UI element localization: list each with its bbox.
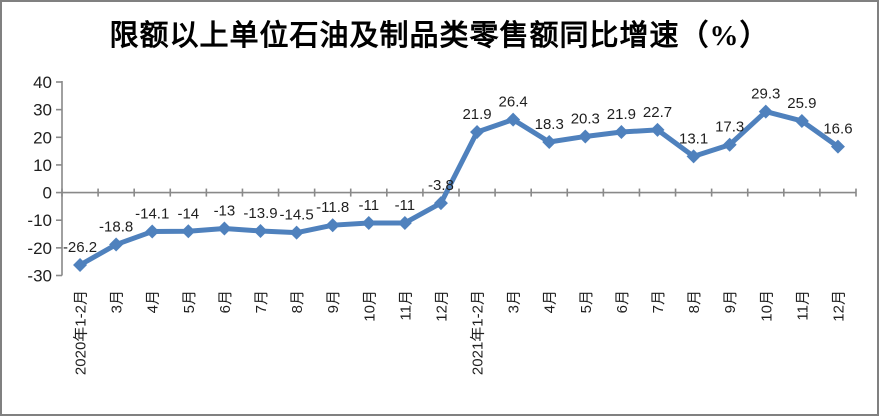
y-tick-label: -30 [27, 267, 52, 286]
x-tick-label: 4月 [542, 290, 559, 313]
axes [56, 81, 857, 277]
x-tick-label: 6月 [217, 290, 234, 313]
x-tick-label: 3月 [506, 290, 523, 313]
data-point-marker [758, 104, 773, 119]
data-point-marker [650, 122, 665, 137]
data-label: 25.9 [787, 95, 816, 112]
x-tick-label: 8月 [289, 290, 306, 313]
data-point-marker [542, 134, 557, 149]
data-point-marker [830, 139, 845, 154]
data-label: -11 [358, 197, 379, 214]
data-point-marker [397, 215, 412, 230]
x-tick-label: 2021年1-2月 [470, 290, 487, 375]
y-tick-label: 40 [33, 73, 52, 92]
series-markers [73, 104, 845, 272]
data-point-marker [614, 125, 629, 140]
x-tick-label: 11月 [794, 290, 811, 321]
data-point-marker [73, 257, 88, 272]
data-label: 17.3 [715, 119, 744, 136]
data-label: -3.8 [428, 177, 454, 194]
data-label: -13 [214, 203, 236, 220]
y-tick-label: -20 [27, 239, 52, 258]
data-label: -14.5 [279, 207, 313, 224]
data-label: -11 [395, 197, 416, 214]
data-point-marker [686, 149, 701, 164]
x-axis-labels: 2020年1-2月 3月 4月 5月 6月 7月 8月 9月 10月 11月 12月 2021年1-2… [73, 290, 848, 375]
chart-title: 限额以上单位石油及制品类零售额同比增速（%） [109, 20, 770, 52]
data-point-marker [253, 223, 268, 238]
y-tick-label: 10 [33, 156, 52, 175]
x-tick-label: 6月 [614, 290, 631, 313]
data-label: -13.9 [243, 205, 277, 222]
x-tick-label: 11月 [397, 290, 414, 321]
data-labels: -26.2-18.8-14.1 -14 -13 -13.9 -14.5 -11.8 -11-… [63, 86, 853, 256]
data-point-marker [506, 112, 521, 127]
data-label: 29.3 [751, 86, 780, 103]
data-point-marker [217, 221, 232, 236]
data-label: 21.9 [462, 106, 491, 123]
x-tick-label: 8月 [686, 290, 703, 313]
data-point-marker [722, 137, 737, 152]
x-tick-label: 10月 [758, 290, 775, 322]
data-point-marker [794, 113, 809, 128]
data-label: 16.6 [823, 121, 852, 138]
data-label: 20.3 [571, 110, 600, 127]
data-point-marker [325, 218, 340, 233]
data-point-marker [145, 224, 160, 239]
x-tick-label: 4月 [145, 290, 162, 313]
data-point-marker [289, 225, 304, 240]
x-tick-label: 2020年1-2月 [73, 290, 90, 375]
x-tick-label: 5月 [181, 290, 198, 313]
y-tick-label: -10 [27, 211, 52, 230]
data-label: -14 [177, 205, 199, 222]
x-tick-label: 9月 [722, 290, 739, 313]
data-label: 13.1 [679, 130, 708, 147]
data-label: -11.8 [316, 199, 349, 216]
x-tick-label: 12月 [830, 290, 847, 322]
data-point-marker [361, 215, 376, 230]
data-label: 26.4 [499, 94, 528, 111]
y-axis-labels: 40 30 20 10 0 -10 -20 -30 [27, 73, 52, 286]
x-tick-label: 12月 [433, 290, 450, 322]
data-point-marker [109, 237, 124, 252]
y-tick-label: 0 [43, 184, 52, 203]
x-tick-label: 7月 [253, 290, 270, 313]
data-point-marker [433, 196, 448, 211]
data-point-marker [470, 125, 485, 140]
y-tick-label: 20 [33, 128, 52, 147]
x-tick-label: 7月 [650, 290, 667, 313]
x-tick-label: 3月 [109, 290, 126, 313]
data-label: -14.1 [135, 206, 169, 223]
data-label: -26.2 [63, 239, 97, 256]
x-tick-label: 5月 [578, 290, 595, 313]
data-label: 22.7 [643, 104, 672, 121]
y-tick-label: 30 [33, 101, 52, 120]
data-point-marker [181, 224, 196, 239]
data-label: 18.3 [535, 116, 564, 133]
series-line [77, 109, 841, 268]
data-label: -18.8 [99, 219, 133, 236]
x-tick-label: 9月 [325, 290, 342, 313]
data-point-marker [578, 129, 593, 144]
x-tick-label: 10月 [361, 290, 378, 322]
data-label: 21.9 [607, 106, 636, 123]
